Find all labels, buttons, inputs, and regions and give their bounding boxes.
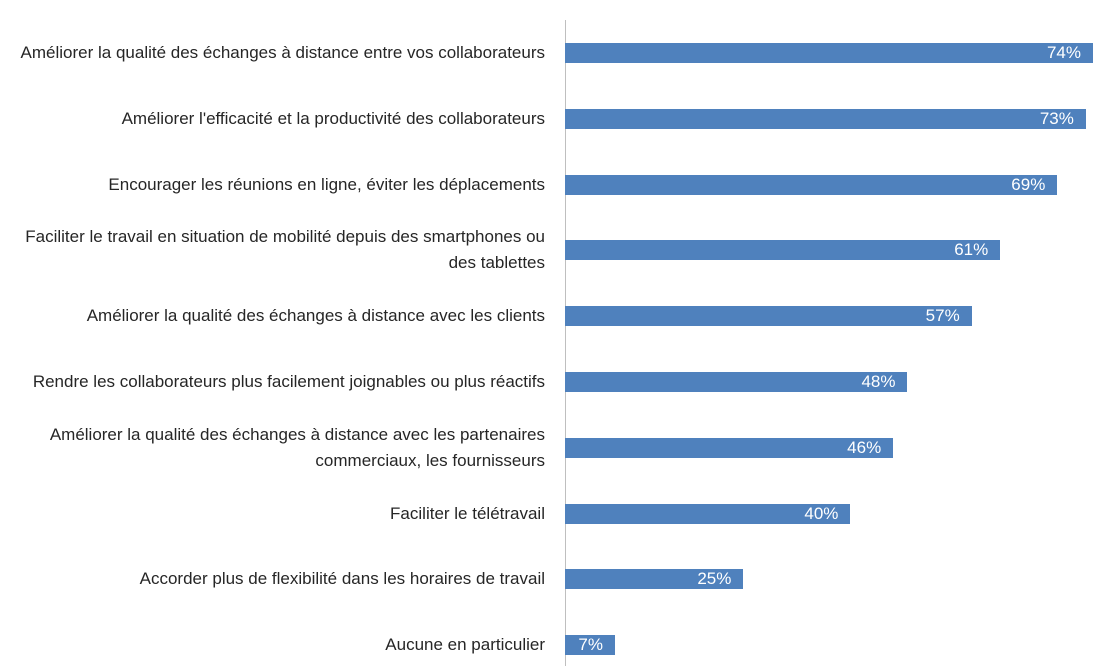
value-label: 57% xyxy=(925,306,960,326)
bar xyxy=(565,240,1001,261)
bar xyxy=(565,635,615,656)
category-label: Améliorer la qualité des échanges à dist… xyxy=(49,424,545,470)
bar xyxy=(565,503,851,524)
bar xyxy=(565,372,908,392)
category-label: Aucune en particulier xyxy=(385,635,545,655)
category-label: Faciliter le travail en situation de mob… xyxy=(25,227,545,273)
value-label: 25% xyxy=(697,569,732,589)
bar xyxy=(565,174,1058,195)
value-label: 69% xyxy=(1011,174,1046,194)
category-label: Améliorer la qualité des échanges à dist… xyxy=(20,43,545,62)
value-label: 7% xyxy=(578,635,603,655)
value-label: 40% xyxy=(804,503,839,523)
value-label: 48% xyxy=(861,372,896,391)
value-label: 74% xyxy=(1046,43,1081,62)
category-label: Améliorer la qualité des échanges à dist… xyxy=(86,306,545,326)
value-label: 61% xyxy=(954,240,989,260)
bar xyxy=(565,108,1086,129)
category-label: Accorder plus de flexibilité dans les ho… xyxy=(139,569,545,589)
bar xyxy=(565,569,744,590)
bar xyxy=(565,306,972,327)
value-label: 46% xyxy=(847,437,882,457)
value-label: 73% xyxy=(1039,108,1074,128)
bar xyxy=(565,437,894,458)
bar xyxy=(565,43,1093,63)
category-label: Améliorer l'efficacité et la productivit… xyxy=(121,108,545,128)
category-label: Faciliter le télétravail xyxy=(390,503,545,523)
axis-line xyxy=(565,20,566,666)
category-label: Encourager les réunions en ligne, éviter… xyxy=(108,174,545,194)
category-label: Rendre les collaborateurs plus facilemen… xyxy=(32,372,545,391)
